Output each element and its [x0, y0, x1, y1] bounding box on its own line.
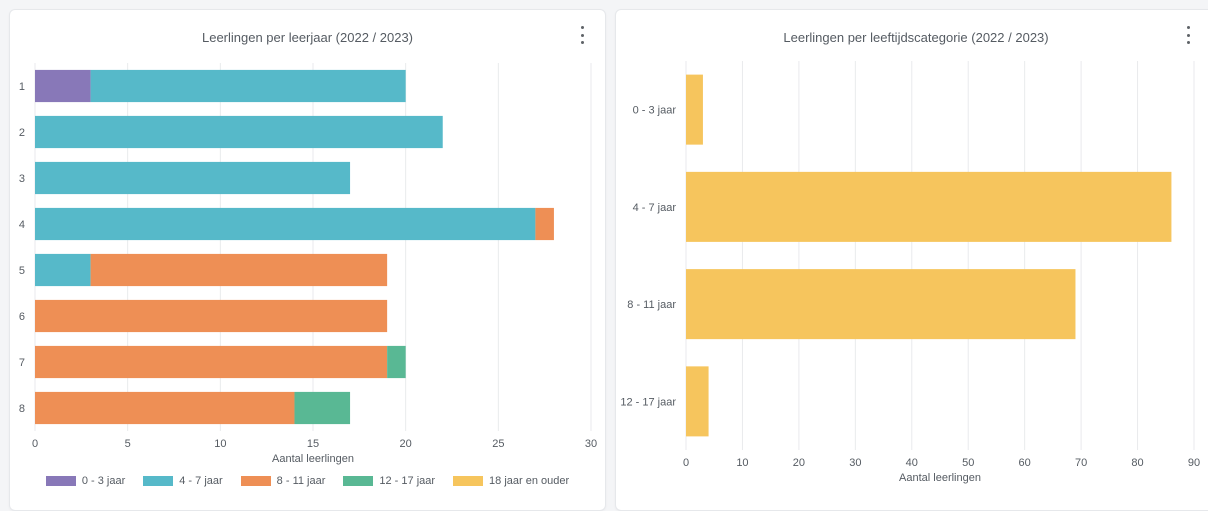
bar[interactable]: [686, 269, 1076, 340]
bar-segment[interactable]: [35, 115, 443, 149]
legend-item[interactable]: 0 - 3 jaar: [45, 475, 126, 487]
x-tick-label: 30: [585, 438, 597, 450]
chart-leeftijd-svg: 0 10 20 30 40 50 60 70 80 90 Aantal leerlingen 0 - …: [620, 61, 1200, 484]
x-tick-label: 90: [1188, 457, 1200, 469]
legend-item[interactable]: 4 - 7 jaar: [143, 475, 223, 487]
y-category-label: 3: [19, 173, 25, 185]
y-category-label: 6: [19, 311, 25, 323]
y-category-label: 1: [19, 81, 25, 93]
x-tick-label: 15: [307, 438, 319, 450]
legend-swatch: [453, 476, 484, 486]
bar-segment[interactable]: [90, 69, 406, 103]
y-category-label: 7: [19, 357, 25, 369]
y-category-label: 8: [19, 403, 25, 415]
x-tick-label: 20: [793, 457, 805, 469]
x-tick-label: 40: [906, 457, 918, 469]
more-options-icon[interactable]: [1180, 26, 1196, 44]
x-tick-label: 0: [683, 457, 689, 469]
y-category-label: 4: [19, 219, 25, 231]
x-tick-label: 10: [214, 438, 226, 450]
x-tick-label: 25: [492, 438, 504, 450]
chart-title: Leerlingen per leeftijdscategorie (2022 …: [783, 30, 1049, 45]
bar[interactable]: [686, 74, 703, 145]
legend-label: 12 - 17 jaar: [379, 475, 436, 487]
x-tick-label: 50: [962, 457, 974, 469]
bar-segment[interactable]: [35, 69, 91, 103]
legend-swatch: [143, 476, 174, 486]
legend-swatch: [240, 476, 271, 486]
x-tick-label: 10: [736, 457, 748, 469]
more-options-icon[interactable]: [574, 26, 590, 44]
bar-segment[interactable]: [294, 391, 351, 425]
bar-segment[interactable]: [35, 391, 295, 425]
x-axis-title: Aantal leerlingen: [899, 472, 981, 484]
chart-card-leeftijd: Leerlingen per leeftijdscategorie (2022 …: [615, 9, 1208, 511]
legend-label: 8 - 11 jaar: [276, 475, 326, 487]
bar[interactable]: [686, 171, 1172, 242]
x-axis-title: Aantal leerlingen: [272, 453, 354, 465]
chart-card-leerjaar: Leerlingen per leerjaar (2022 / 2023) 0 5…: [9, 9, 606, 511]
x-tick-label: 0: [32, 438, 38, 450]
y-category-label: 8 - 11 jaar: [627, 299, 676, 311]
bar-segment[interactable]: [35, 161, 351, 195]
y-category-label: 0 - 3 jaar: [633, 105, 677, 117]
bar-segment[interactable]: [35, 299, 388, 333]
legend-label: 4 - 7 jaar: [179, 475, 223, 487]
x-tick-label: 70: [1075, 457, 1087, 469]
x-tick-label: 30: [849, 457, 861, 469]
legend-item[interactable]: 12 - 17 jaar: [343, 475, 435, 487]
x-tick-label: 60: [1019, 457, 1031, 469]
legend-item[interactable]: 18 jaar en ouder: [453, 475, 569, 487]
y-category-label: 5: [19, 265, 25, 277]
x-tick-label: 5: [125, 438, 131, 450]
y-category-label: 2: [19, 127, 25, 139]
chart-title: Leerlingen per leerjaar (2022 / 2023): [201, 30, 414, 45]
legend-label: 18 jaar en ouder: [489, 475, 570, 487]
bar-segment[interactable]: [35, 207, 536, 241]
y-category-label: 12 - 17 jaar: [620, 396, 676, 408]
bar[interactable]: [686, 366, 709, 437]
bar-segment[interactable]: [90, 253, 388, 287]
bar-segment[interactable]: [35, 345, 388, 379]
y-category-label: 4 - 7 jaar: [633, 202, 677, 214]
chart-legend: 0 - 3 jaar 4 - 7 jaar 8 - 11 jaar 12 - 17 j…: [10, 475, 605, 487]
bar-segment[interactable]: [35, 253, 91, 287]
legend-swatch: [343, 476, 374, 486]
legend-label: 0 - 3 jaar: [81, 475, 126, 487]
bar-segment[interactable]: [387, 345, 406, 379]
legend-item[interactable]: 8 - 11 jaar: [240, 475, 326, 487]
bar-segment[interactable]: [535, 207, 554, 241]
x-tick-label: 20: [400, 438, 412, 450]
legend-swatch: [45, 476, 76, 486]
chart-leerjaar-svg: 0 5 10 15 20 25 30 Aantal leerlingen 1 2 3 4 5 6 7 8: [19, 63, 597, 465]
x-tick-label: 80: [1131, 457, 1143, 469]
